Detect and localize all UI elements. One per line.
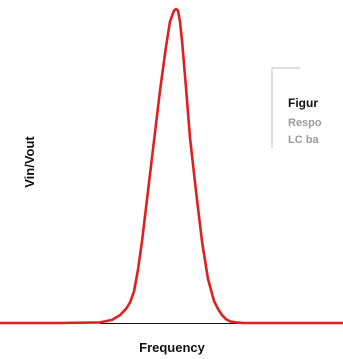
response-curve (0, 7, 343, 325)
caption-line-1: Respo (288, 117, 322, 129)
caption-bracket (271, 67, 300, 148)
caption-title: Figur (288, 96, 318, 110)
figure-caption: Figur Respo LC ba (271, 67, 322, 148)
x-axis-label: Frequency (139, 340, 206, 355)
y-axis-label: Vin/Vout (22, 136, 37, 188)
caption-line-2: LC ba (288, 134, 319, 146)
